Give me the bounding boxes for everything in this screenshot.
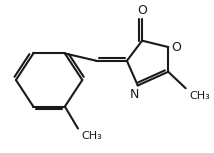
Text: O: O — [137, 4, 147, 17]
Text: CH₃: CH₃ — [189, 91, 210, 101]
Text: N: N — [130, 88, 139, 101]
Text: O: O — [171, 41, 181, 54]
Text: CH₃: CH₃ — [81, 131, 102, 141]
